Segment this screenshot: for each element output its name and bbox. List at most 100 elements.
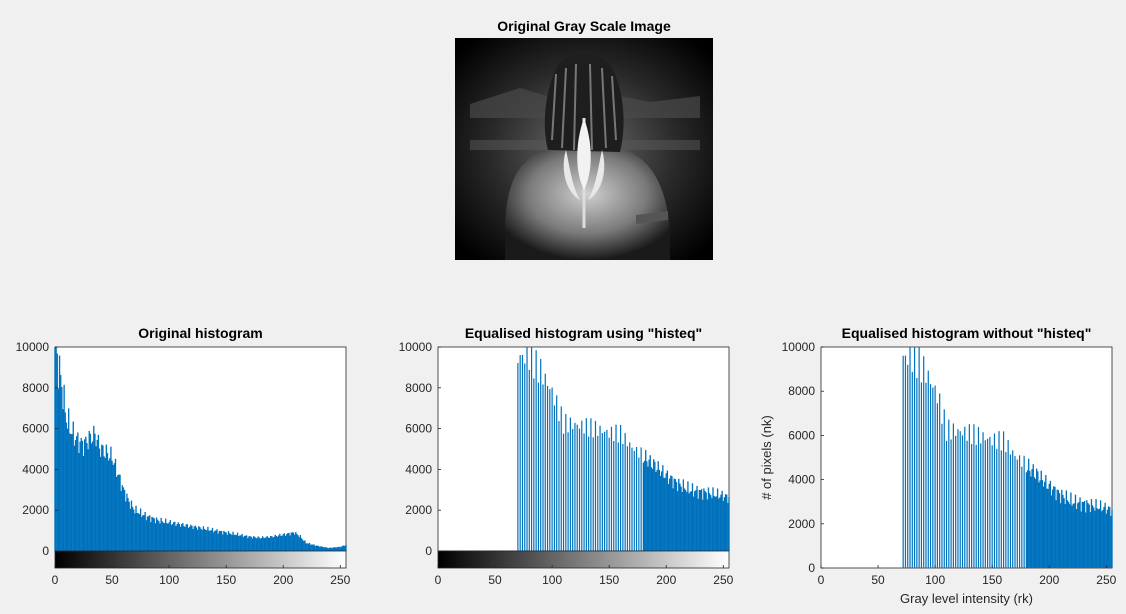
histogram-bar (643, 460, 646, 551)
histogram-bar (1090, 499, 1093, 568)
histogram-bar (136, 512, 138, 551)
bars (902, 347, 1113, 568)
histogram-bar (325, 547, 328, 551)
histogram-bar (1051, 489, 1054, 568)
histogram-bar (187, 527, 190, 551)
histogram-bar (1083, 500, 1086, 568)
histogram-bar (1077, 503, 1079, 568)
histogram-bar (533, 378, 535, 551)
histogram-bar (1096, 508, 1098, 568)
histogram-bar (270, 535, 272, 551)
histogram-bar (1045, 475, 1047, 568)
x-tick-label: 50 (871, 573, 885, 587)
histogram-bar (1031, 468, 1033, 568)
histogram-bar (230, 533, 232, 551)
histogram-bar (299, 535, 302, 551)
histogram-bar (941, 423, 943, 568)
x-tick-label: 50 (488, 573, 502, 587)
histogram-bar (193, 526, 195, 551)
x-tick-label: 100 (159, 573, 179, 587)
histogram-bar (291, 532, 294, 551)
histogram-bar (909, 347, 911, 568)
histogram-bar (249, 536, 251, 551)
histogram-bar (192, 529, 194, 551)
histogram-bar (1025, 472, 1028, 568)
histogram-bar (676, 491, 679, 551)
histogram-bar (228, 533, 231, 551)
histogram-bar (1098, 508, 1101, 568)
histogram-bar (1073, 503, 1076, 568)
histogram-bar (211, 527, 214, 551)
histogram-bar (683, 488, 686, 551)
histogram-bar (255, 537, 257, 551)
histogram-bar (916, 377, 918, 568)
histogram-bar (208, 530, 210, 551)
histogram-bar (335, 547, 337, 551)
histogram-bar (333, 547, 336, 551)
histogram-bar (672, 488, 674, 551)
histogram-bar (129, 508, 131, 551)
histogram-bar (973, 424, 975, 568)
histogram-bar (125, 501, 127, 551)
histogram-bar (1099, 500, 1102, 568)
histogram-bar (64, 412, 66, 551)
histogram-bar (1026, 470, 1029, 568)
histogram-bar (260, 538, 263, 551)
histogram-bar (1110, 515, 1112, 568)
histogram-bar (1055, 500, 1057, 568)
y-tick-label: 6000 (405, 422, 432, 436)
histogram-bar (1074, 494, 1077, 568)
histogram-bar (101, 444, 103, 551)
histogram-bar (719, 497, 721, 551)
histogram-bar (328, 548, 330, 551)
histogram-bar (327, 547, 329, 551)
histogram-bar (647, 466, 649, 551)
histogram-bar (1054, 486, 1056, 568)
histogram-bar (544, 373, 546, 551)
histogram-bar (262, 536, 264, 551)
histogram-bar (702, 499, 704, 551)
y-tick-label: 10000 (16, 340, 50, 354)
histogram-bar (209, 530, 211, 551)
histogram-bar (657, 461, 659, 551)
histogram-bar (336, 547, 338, 551)
histogram-bar (651, 468, 654, 551)
histogram-bar (624, 432, 626, 551)
histogram-bar (1071, 505, 1073, 568)
histogram-bar (1049, 480, 1052, 568)
histogram-bar (224, 531, 226, 551)
histogram-bar (300, 538, 303, 551)
histogram-bar (316, 545, 319, 551)
histogram-bar (957, 429, 959, 568)
histogram-bar (689, 491, 691, 551)
histogram-bar (297, 535, 299, 551)
histogram-bar (313, 544, 315, 551)
histogram-bar (705, 492, 707, 551)
histogram-bar (107, 460, 110, 551)
histogram-bar (993, 433, 996, 568)
histogram-bar (181, 524, 183, 551)
histogram-bar (157, 519, 159, 551)
histogram-bar (1085, 512, 1087, 568)
histogram-bar (934, 385, 936, 568)
histogram-bar (252, 536, 255, 551)
histogram-bar (160, 517, 162, 551)
histogram-bar (246, 535, 248, 551)
histogram-bar (122, 487, 125, 551)
histogram-bar (244, 535, 247, 551)
histogram-bar (1075, 509, 1078, 568)
x-tick-label: 0 (435, 573, 442, 587)
histogram-bar (332, 547, 335, 551)
histogram-bar (119, 474, 121, 551)
histogram-bar (76, 436, 78, 551)
histogram-bar (1056, 489, 1058, 568)
chart-title: Equalised histogram without "histeq" (842, 325, 1092, 341)
histogram-bar (82, 456, 85, 551)
histogram-bar (254, 536, 256, 551)
histogram-bar (324, 546, 327, 551)
histogram-bar (188, 526, 191, 551)
histogram-bar (984, 440, 986, 568)
histogram-bar (102, 445, 104, 551)
histogram-bar (285, 534, 288, 551)
